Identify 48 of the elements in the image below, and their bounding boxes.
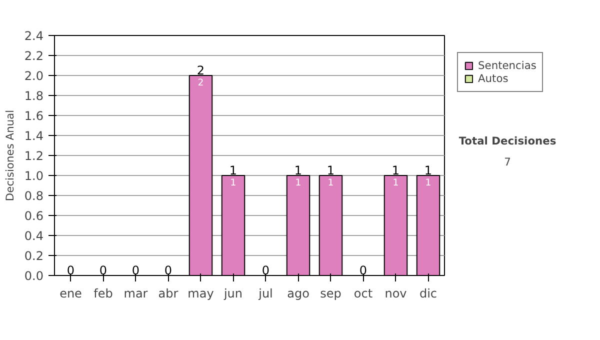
- total-label: 0: [99, 264, 108, 278]
- y-tick-label: 1.6: [24, 109, 44, 123]
- x-tick-label: ene: [60, 286, 82, 300]
- x-tick-label: may: [188, 286, 214, 300]
- x-tick-label: mar: [124, 286, 148, 300]
- y-tick-label: 2.0: [24, 69, 44, 83]
- total-label: 0: [164, 264, 172, 278]
- data-label: 2: [198, 78, 204, 88]
- total-label: 1: [294, 164, 302, 178]
- x-tick-label: jun: [222, 286, 243, 300]
- x-tick-label: feb: [94, 286, 113, 300]
- x-tick-label: ago: [287, 286, 310, 300]
- data-label: 1: [425, 178, 432, 188]
- y-tick-label: 1.0: [24, 169, 44, 183]
- y-tick-label: 1.4: [24, 129, 44, 143]
- x-tick-label: dic: [419, 286, 438, 300]
- x-tick-label: abr: [158, 286, 178, 300]
- data-label: 1: [392, 178, 399, 188]
- y-tick-label: 2.4: [24, 29, 44, 43]
- text: 7: [504, 156, 511, 168]
- total-label: 0: [359, 264, 368, 278]
- y-axis-title: Decisiones Anual: [3, 110, 16, 202]
- y-tick-label: 2.2: [24, 49, 44, 63]
- data-label: 1: [295, 178, 302, 188]
- x-tick-label: sep: [320, 286, 342, 300]
- y-tick-label: 1.8: [24, 89, 44, 103]
- data-label: 1: [328, 178, 334, 188]
- text: Total Decisiones: [458, 134, 556, 148]
- total-label: 0: [262, 264, 270, 278]
- total-label: 1: [326, 164, 335, 178]
- x-tick-label: oct: [354, 286, 373, 300]
- y-tick-label: 0.6: [24, 209, 44, 223]
- total-label: 0: [132, 264, 140, 278]
- y-tick-label: 0.2: [24, 249, 44, 263]
- y-tick-label: 0.4: [24, 229, 44, 243]
- legend-label: Sentencias: [478, 59, 536, 72]
- legend-label: Autos: [478, 72, 508, 85]
- x-tick-label: jul: [258, 286, 273, 300]
- total-label: 1: [424, 164, 432, 178]
- y-tick-label: 0.8: [24, 189, 44, 203]
- total-label: 2: [196, 64, 205, 78]
- total-label: 1: [392, 164, 400, 178]
- total-label: 0: [66, 264, 75, 278]
- y-tick-label: 1.2: [24, 149, 44, 163]
- x-tick-label: nov: [384, 286, 407, 300]
- data-label: 1: [230, 178, 236, 188]
- y-tick-label: 0.0: [24, 269, 44, 283]
- total-label: 1: [229, 164, 238, 178]
